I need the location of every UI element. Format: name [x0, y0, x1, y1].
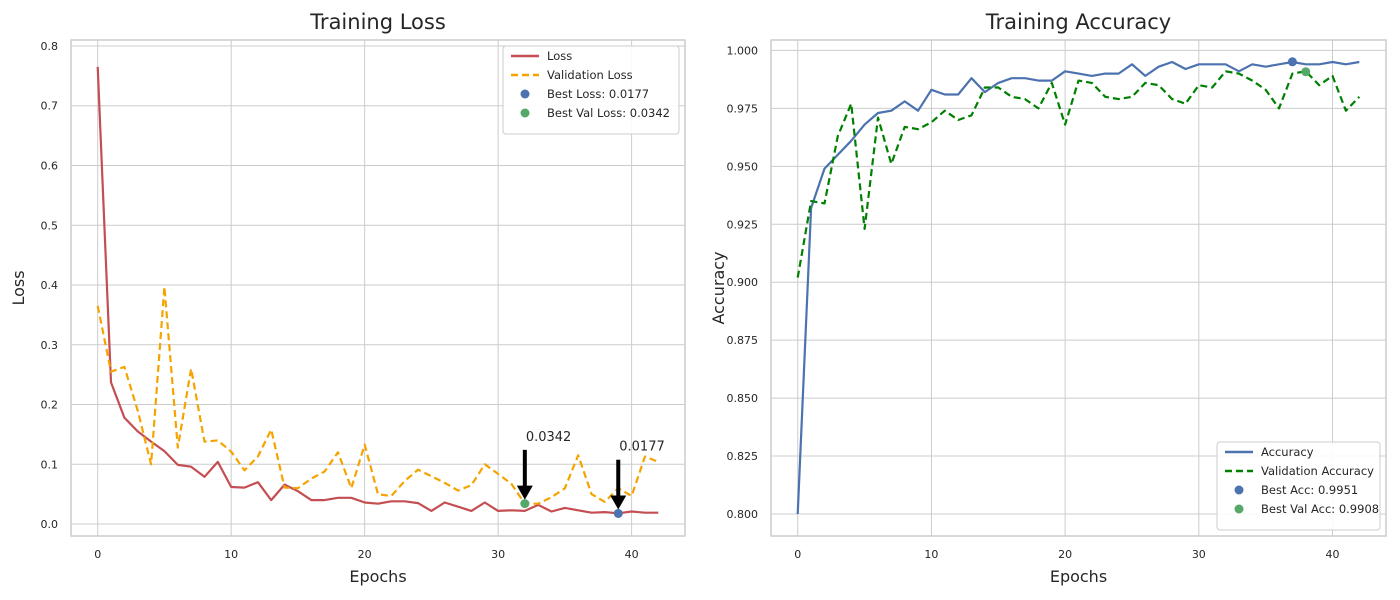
- chart-2-best-point-2: [1301, 67, 1311, 77]
- chart-2-y-tick-label: 0.800: [727, 508, 759, 521]
- chart-1-series-1-line: [96, 66, 659, 515]
- chart-2: 0 10 20 30 40 0.800 0.825 0.850 0.875 0.900 0.925 0…: [709, 10, 1387, 586]
- chart-1-x-tick-label: 40: [625, 548, 639, 561]
- chart-1-y-tick-label: 0.1: [41, 458, 59, 471]
- chart-1-best-point-2: [520, 499, 530, 509]
- chart-1-title: Training Loss: [309, 10, 446, 34]
- chart-2-legend-label: Validation Accuracy: [1261, 464, 1374, 478]
- chart-2-y-axis-label: Accuracy: [709, 251, 728, 324]
- chart-2-y-tick-label: 0.925: [727, 218, 759, 231]
- chart-2-y-tick-label: 0.825: [727, 450, 759, 463]
- chart-2-legend-label: Best Acc: 0.9951: [1261, 483, 1358, 497]
- chart-1-legend-marker: [520, 108, 530, 118]
- chart-2-legend-marker: [1234, 504, 1244, 514]
- chart-2-x-tick-label: 40: [1326, 548, 1340, 561]
- chart-1-legend-label: Validation Loss: [547, 68, 633, 82]
- chart-1-y-tick-label: 0.2: [41, 399, 59, 412]
- chart-2-x-axis-label: Epochs: [1050, 567, 1107, 586]
- chart-2-title: Training Accuracy: [985, 10, 1171, 34]
- chart-1-x-tick-label: 0: [94, 548, 101, 561]
- chart-2-legend-label: Best Val Acc: 0.9908: [1261, 502, 1379, 516]
- chart-1-best-point-1: [613, 508, 623, 518]
- chart-2-legend-box: [1216, 441, 1381, 531]
- chart-2-legend-label: Accuracy: [1261, 445, 1314, 459]
- chart-1-x-tick-label: 30: [491, 548, 505, 561]
- chart-1-y-tick-label: 0.6: [41, 159, 59, 172]
- chart-1-y-axis-label: Loss: [9, 270, 28, 305]
- chart-1-annotation-text: 0.0177: [619, 440, 665, 455]
- chart-1-y-tick-label: 0.3: [41, 339, 59, 352]
- chart-1-y-tick-label: 0.0: [41, 518, 59, 531]
- chart-2-y-tick-label: 0.900: [727, 276, 759, 289]
- chart-2-y-tick-label: 0.850: [727, 392, 759, 405]
- chart-1-x-tick-label: 10: [224, 548, 238, 561]
- chart-2-series-1-line: [796, 60, 1360, 515]
- chart-2-legend-marker: [1234, 485, 1244, 495]
- chart-1-y-tick-label: 0.7: [41, 100, 59, 113]
- chart-1-series-2-line: [96, 285, 659, 505]
- chart-2-y-tick-label: 0.875: [727, 334, 759, 347]
- chart-2-y-tick-label: 0.950: [727, 160, 759, 173]
- chart-1-y-tick-label: 0.4: [41, 279, 59, 292]
- chart-1-x-tick-label: 20: [358, 548, 372, 561]
- chart-1-legend-label: Loss: [547, 49, 572, 63]
- chart-2-y-tick-label: 1.000: [727, 44, 759, 57]
- chart-1-annotation-arrow-head: [610, 495, 627, 510]
- chart-2-y-tick-label: 0.975: [727, 102, 759, 115]
- chart-1: 0 10 20 30 40 0.0 0.1 0.2 0.3 0.4 0.5 0.6 0.7 0.8 Trai…: [9, 10, 686, 586]
- chart-1-y-tick-label: 0.8: [41, 40, 59, 53]
- chart-1-legend-label: Best Val Loss: 0.0342: [547, 106, 670, 120]
- chart-2-x-tick-label: 0: [794, 548, 801, 561]
- chart-2-x-tick-label: 30: [1192, 548, 1206, 561]
- chart-1-x-axis-label: Epochs: [349, 567, 406, 586]
- chart-1-y-tick-label: 0.5: [41, 219, 59, 232]
- chart-1-legend-marker: [520, 89, 530, 99]
- chart-2-x-tick-label: 20: [1058, 548, 1072, 561]
- chart-1-annotation-text: 0.0342: [526, 430, 572, 445]
- chart-1-legend-box: [502, 45, 680, 135]
- chart-2-x-tick-label: 10: [924, 548, 938, 561]
- chart-1-legend-label: Best Loss: 0.0177: [547, 87, 649, 101]
- chart-2-series-2-line: [796, 70, 1361, 278]
- chart-1-annotation-arrow-head: [516, 485, 533, 500]
- chart-2-best-point-1: [1287, 57, 1297, 67]
